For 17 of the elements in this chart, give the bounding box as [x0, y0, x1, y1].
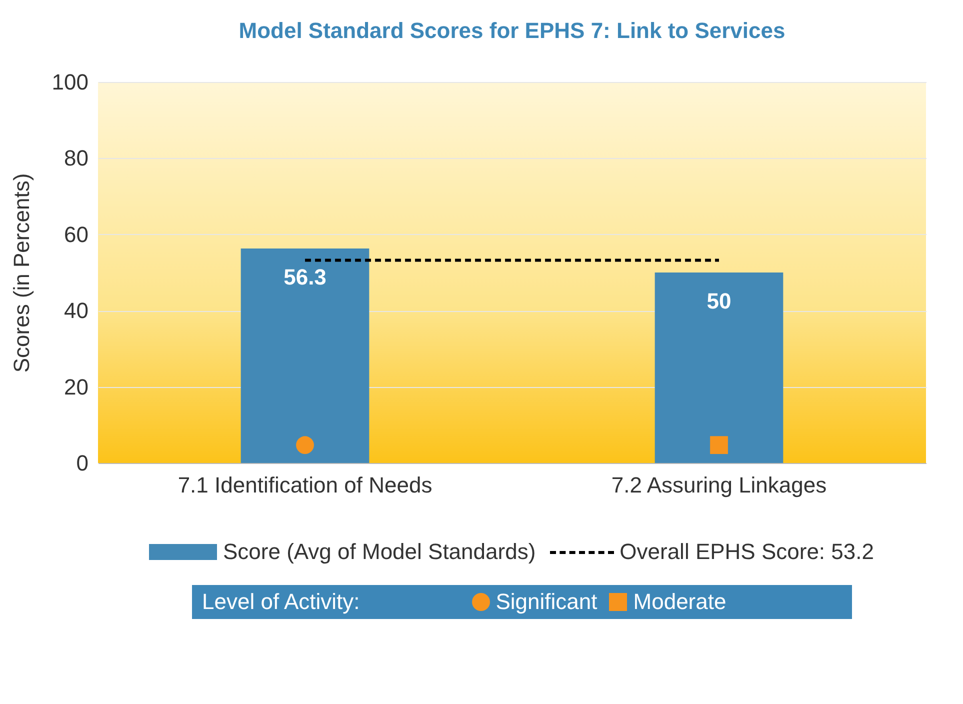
legend-title: Level of Activity:	[202, 589, 360, 615]
x-tick-label: 7.2 Assuring Linkages	[611, 472, 827, 498]
y-tick-label: 40	[64, 298, 88, 324]
y-axis-title: Scores (in Percents)	[8, 173, 34, 373]
legend-label: Significant	[496, 589, 598, 615]
legend-label: Overall EPHS Score: 53.2	[620, 539, 874, 565]
data-label: 56.3	[284, 264, 326, 290]
y-tick-label: 100	[52, 70, 88, 94]
chart-title: Model Standard Scores for EPHS 7: Link to Services	[238, 18, 786, 43]
y-tick-label: 0	[76, 450, 88, 476]
y-tick-label: 60	[64, 222, 88, 247]
legend-label: Moderate	[633, 589, 726, 615]
legend-label: Score (Avg of Model Standards)	[223, 539, 536, 565]
data-label: 50	[706, 288, 732, 314]
x-tick-label: 7.1 Identification of Needs	[178, 472, 432, 498]
y-tick-label: 80	[64, 146, 88, 171]
y-tick-label: 20	[64, 374, 88, 400]
